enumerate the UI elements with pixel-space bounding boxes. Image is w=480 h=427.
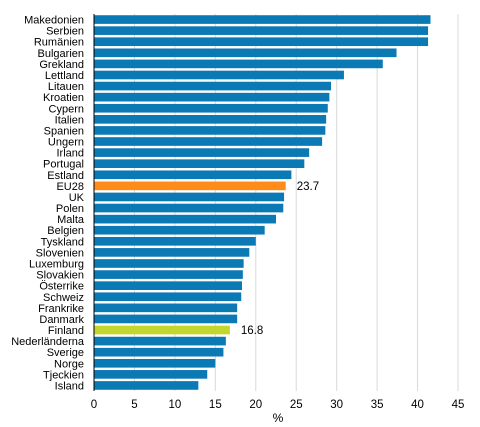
category-label: Cypern bbox=[49, 103, 84, 115]
bar bbox=[94, 303, 238, 313]
data-label: 16.8 bbox=[241, 325, 263, 337]
bar bbox=[94, 103, 328, 113]
bar bbox=[94, 259, 244, 268]
category-label: Makedonien bbox=[24, 15, 84, 27]
x-tick-label: 20 bbox=[249, 399, 262, 411]
category-label: Spanien bbox=[44, 125, 84, 137]
category-label: Luxemburg bbox=[29, 258, 84, 270]
category-label: Irland bbox=[56, 148, 84, 160]
bar bbox=[94, 181, 286, 191]
category-label: Tyskland bbox=[41, 236, 84, 248]
bar bbox=[94, 358, 216, 368]
category-label: Polen bbox=[56, 203, 84, 215]
bar bbox=[94, 159, 305, 169]
bar bbox=[94, 59, 383, 69]
x-tick-label: 15 bbox=[209, 399, 222, 411]
bar bbox=[94, 48, 397, 58]
category-label: Slovakien bbox=[36, 270, 84, 282]
category-label: Schweiz bbox=[43, 292, 84, 304]
bar bbox=[94, 126, 326, 135]
category-label: Italien bbox=[55, 114, 84, 126]
category-label: Ungern bbox=[48, 137, 84, 149]
bar bbox=[94, 148, 310, 157]
category-label: Österrike bbox=[39, 281, 84, 293]
bar bbox=[94, 381, 199, 390]
x-tick-labels: 0 5 10 15 20 25 30 35 40 45 bbox=[91, 399, 465, 411]
category-label: Portugal bbox=[43, 159, 84, 171]
category-label: UK bbox=[69, 192, 85, 204]
category-label: Serbien bbox=[46, 26, 84, 38]
bars: 23.7 16.8 bbox=[94, 15, 431, 390]
bar bbox=[94, 170, 292, 180]
bar bbox=[94, 81, 332, 91]
bar bbox=[94, 347, 224, 357]
bar bbox=[94, 236, 256, 246]
bar bbox=[94, 336, 226, 346]
x-tick-label: 5 bbox=[131, 399, 137, 411]
bar bbox=[94, 325, 230, 335]
x-tick-label: 45 bbox=[452, 399, 465, 411]
bar bbox=[94, 281, 243, 290]
category-label: Frankrike bbox=[38, 303, 84, 315]
category-label: Bulgarien bbox=[38, 48, 84, 60]
category-label: Grekland bbox=[39, 59, 84, 71]
bar bbox=[94, 70, 344, 80]
bar bbox=[94, 314, 238, 324]
x-axis-title: % bbox=[273, 411, 284, 425]
bar bbox=[94, 92, 330, 102]
bar bbox=[94, 15, 431, 24]
bar bbox=[94, 225, 265, 235]
category-label: Island bbox=[55, 380, 84, 392]
x-tick-label: 30 bbox=[330, 399, 343, 411]
category-label: Danmark bbox=[39, 314, 84, 326]
bar bbox=[94, 37, 429, 47]
bar bbox=[94, 137, 323, 146]
category-label: Sverige bbox=[47, 347, 84, 359]
category-label: Norge bbox=[54, 358, 84, 370]
category-label: Litauen bbox=[48, 81, 84, 93]
bar bbox=[94, 370, 208, 379]
bar bbox=[94, 248, 250, 257]
category-label: Nederländerna bbox=[11, 336, 85, 348]
x-tick-label: 40 bbox=[411, 399, 424, 411]
bar bbox=[94, 203, 284, 213]
bar bbox=[94, 26, 429, 35]
category-label: Lettland bbox=[45, 70, 84, 82]
category-label: Slovenien bbox=[36, 247, 84, 259]
category-label: EU28 bbox=[56, 181, 84, 193]
category-label: Malta bbox=[57, 214, 85, 226]
x-tick-label: 35 bbox=[371, 399, 384, 411]
x-tick-label: 0 bbox=[91, 399, 97, 411]
category-labels: MakedonienSerbienRumänienBulgarienGrekla… bbox=[11, 15, 85, 393]
x-tick-label: 10 bbox=[168, 399, 181, 411]
category-label: Rumänien bbox=[34, 37, 84, 49]
category-label: Belgien bbox=[47, 225, 84, 237]
bar bbox=[94, 214, 276, 224]
category-label: Kroatien bbox=[43, 92, 84, 104]
gridlines bbox=[133, 14, 459, 391]
bar bbox=[94, 115, 327, 124]
category-label: Finland bbox=[48, 325, 84, 337]
category-label: Tjeckien bbox=[43, 369, 84, 381]
bar bbox=[94, 192, 285, 202]
data-label: 23.7 bbox=[297, 181, 319, 193]
bar bbox=[94, 270, 243, 279]
category-label: Estland bbox=[47, 170, 84, 182]
x-tick-label: 25 bbox=[290, 399, 303, 411]
bar bbox=[94, 292, 242, 302]
